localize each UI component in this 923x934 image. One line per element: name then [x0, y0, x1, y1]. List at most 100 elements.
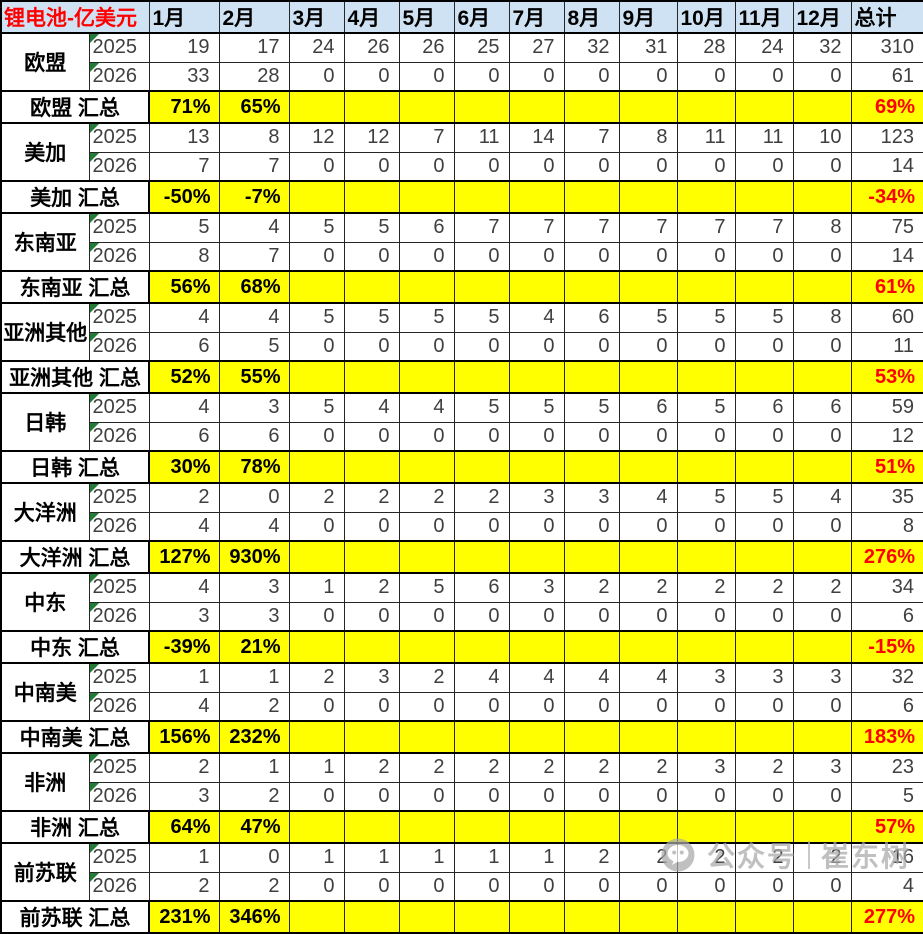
value-cell[interactable]: 0: [676, 421, 736, 452]
value-cell[interactable]: 10: [792, 122, 852, 153]
value-cell[interactable]: 0: [343, 331, 400, 362]
summary-percent-cell[interactable]: [343, 180, 400, 214]
summary-percent-cell[interactable]: [792, 90, 852, 124]
summary-percent-cell[interactable]: [453, 540, 510, 574]
value-cell[interactable]: 0: [618, 241, 678, 272]
value-cell[interactable]: 4: [148, 691, 220, 722]
value-cell[interactable]: 2: [218, 691, 290, 722]
value-cell[interactable]: 0: [792, 241, 852, 272]
value-cell[interactable]: 0: [453, 331, 510, 362]
value-cell[interactable]: 0: [453, 61, 510, 92]
value-cell[interactable]: 0: [563, 331, 620, 362]
value-cell[interactable]: 0: [288, 511, 345, 542]
value-cell[interactable]: 2: [734, 752, 794, 783]
value-cell[interactable]: 7: [148, 151, 220, 182]
value-cell[interactable]: 32: [563, 32, 620, 63]
summary-percent-cell[interactable]: 231%: [148, 900, 220, 934]
value-cell[interactable]: 0: [792, 781, 852, 812]
value-cell[interactable]: 0: [288, 691, 345, 722]
value-cell[interactable]: 4: [618, 662, 678, 693]
value-cell[interactable]: 2: [618, 842, 678, 873]
value-cell[interactable]: 5: [676, 392, 736, 423]
summary-percent-cell[interactable]: [398, 90, 455, 124]
summary-percent-cell[interactable]: [288, 360, 345, 394]
summary-label[interactable]: 中南美 汇总: [0, 720, 150, 754]
value-cell[interactable]: 0: [563, 511, 620, 542]
summary-percent-cell[interactable]: [453, 270, 510, 304]
value-cell[interactable]: 27: [508, 32, 565, 63]
summary-percent-cell[interactable]: [398, 630, 455, 664]
value-cell[interactable]: 5: [734, 482, 794, 513]
value-cell[interactable]: 2: [218, 781, 290, 812]
value-cell[interactable]: 0: [398, 61, 455, 92]
column-header-month-2[interactable]: 2月: [218, 0, 290, 34]
summary-percent-cell[interactable]: [618, 810, 678, 844]
value-cell[interactable]: 2: [563, 752, 620, 783]
summary-percent-cell[interactable]: [734, 180, 794, 214]
summary-percent-cell[interactable]: [398, 720, 455, 754]
value-cell[interactable]: 0: [676, 331, 736, 362]
value-cell[interactable]: 3: [676, 752, 736, 783]
summary-percent-cell[interactable]: [792, 630, 852, 664]
value-cell[interactable]: 0: [618, 511, 678, 542]
value-cell[interactable]: 0: [618, 421, 678, 452]
row-total-cell[interactable]: 6: [850, 691, 923, 722]
value-cell[interactable]: 0: [734, 241, 794, 272]
value-cell[interactable]: 0: [218, 482, 290, 513]
value-cell[interactable]: 6: [618, 392, 678, 423]
value-cell[interactable]: 2: [288, 482, 345, 513]
column-header-month-9[interactable]: 9月: [618, 0, 678, 34]
value-cell[interactable]: 5: [343, 302, 400, 333]
summary-percent-cell[interactable]: [792, 270, 852, 304]
value-cell[interactable]: 0: [734, 781, 794, 812]
value-cell[interactable]: 3: [343, 662, 400, 693]
region-label[interactable]: 中南美: [0, 662, 90, 722]
value-cell[interactable]: 6: [218, 421, 290, 452]
value-cell[interactable]: 26: [343, 32, 400, 63]
summary-percent-cell[interactable]: 52%: [148, 360, 220, 394]
value-cell[interactable]: 0: [734, 151, 794, 182]
summary-percent-cell[interactable]: [453, 90, 510, 124]
summary-percent-cell[interactable]: [343, 810, 400, 844]
summary-total-cell[interactable]: -15%: [850, 630, 923, 664]
summary-percent-cell[interactable]: [508, 810, 565, 844]
value-cell[interactable]: 4: [218, 302, 290, 333]
value-cell[interactable]: 32: [792, 32, 852, 63]
value-cell[interactable]: 4: [508, 662, 565, 693]
summary-percent-cell[interactable]: [563, 180, 620, 214]
value-cell[interactable]: 3: [508, 572, 565, 603]
summary-percent-cell[interactable]: [676, 90, 736, 124]
summary-percent-cell[interactable]: [453, 810, 510, 844]
value-cell[interactable]: 7: [508, 212, 565, 243]
summary-percent-cell[interactable]: [453, 720, 510, 754]
row-total-cell[interactable]: 23: [850, 752, 923, 783]
value-cell[interactable]: 0: [398, 511, 455, 542]
summary-percent-cell[interactable]: [343, 720, 400, 754]
value-cell[interactable]: 0: [734, 511, 794, 542]
year-cell[interactable]: 2026: [88, 781, 150, 812]
summary-percent-cell[interactable]: [618, 180, 678, 214]
value-cell[interactable]: 0: [792, 691, 852, 722]
summary-percent-cell[interactable]: -39%: [148, 630, 220, 664]
value-cell[interactable]: 0: [343, 691, 400, 722]
value-cell[interactable]: 0: [343, 61, 400, 92]
summary-percent-cell[interactable]: [734, 450, 794, 484]
value-cell[interactable]: 0: [508, 691, 565, 722]
value-cell[interactable]: 0: [618, 601, 678, 632]
summary-percent-cell[interactable]: [563, 90, 620, 124]
year-cell[interactable]: 2026: [88, 421, 150, 452]
summary-percent-cell[interactable]: [734, 540, 794, 574]
value-cell[interactable]: 2: [563, 572, 620, 603]
summary-percent-cell[interactable]: [453, 630, 510, 664]
region-label[interactable]: 东南亚: [0, 212, 90, 272]
value-cell[interactable]: 4: [343, 392, 400, 423]
value-cell[interactable]: 0: [453, 421, 510, 452]
year-cell[interactable]: 2026: [88, 61, 150, 92]
summary-percent-cell[interactable]: [676, 810, 736, 844]
value-cell[interactable]: 4: [453, 662, 510, 693]
value-cell[interactable]: 0: [676, 691, 736, 722]
value-cell[interactable]: 0: [218, 842, 290, 873]
summary-percent-cell[interactable]: [508, 270, 565, 304]
summary-percent-cell[interactable]: [792, 540, 852, 574]
value-cell[interactable]: 0: [563, 691, 620, 722]
